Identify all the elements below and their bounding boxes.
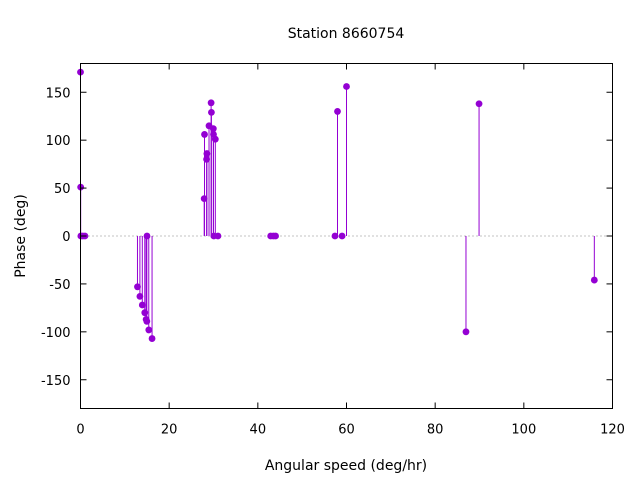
data-point <box>331 232 339 240</box>
x-tick-label: 20 <box>161 423 178 438</box>
y-axis-title: Phase (deg) <box>13 194 29 278</box>
data-point <box>211 135 219 143</box>
chart-title: Station 8660754 <box>288 26 405 42</box>
y-tick-label: -100 <box>41 326 71 341</box>
y-tick-label: -50 <box>49 278 70 293</box>
data-point <box>209 125 217 133</box>
x-tick-label: 60 <box>338 423 355 438</box>
y-tick-label: -150 <box>41 374 71 389</box>
x-axis-title: Angular speed (deg/hr) <box>265 458 427 474</box>
data-point <box>141 309 149 317</box>
data-point <box>338 232 346 240</box>
data-point <box>590 276 598 284</box>
data-point <box>208 108 215 116</box>
data-point <box>462 328 470 336</box>
data-point <box>272 232 279 240</box>
y-tick-label: 50 <box>54 182 71 197</box>
x-tick-label: 80 <box>427 423 444 438</box>
data-point <box>203 150 211 157</box>
y-tick-label: 100 <box>46 134 71 149</box>
data-point <box>200 195 208 203</box>
data-point <box>203 155 210 163</box>
x-tick-label: 120 <box>600 423 625 438</box>
data-point <box>136 292 144 300</box>
data-point <box>334 108 341 115</box>
x-tick-label: 100 <box>511 423 536 438</box>
data-point <box>214 232 222 240</box>
y-tick-label: 150 <box>46 86 71 101</box>
x-tick-label: 40 <box>250 423 267 438</box>
y-tick-label: 0 <box>62 230 70 245</box>
data-point <box>148 335 156 342</box>
data-point <box>143 317 151 325</box>
data-point <box>475 100 483 108</box>
data-point <box>207 99 215 107</box>
data-point <box>138 301 146 309</box>
data-point <box>134 283 141 291</box>
data-point <box>143 232 151 240</box>
data-point <box>343 83 350 90</box>
x-tick-label: 0 <box>76 423 84 438</box>
data-point <box>201 131 208 138</box>
data-point <box>145 326 153 334</box>
